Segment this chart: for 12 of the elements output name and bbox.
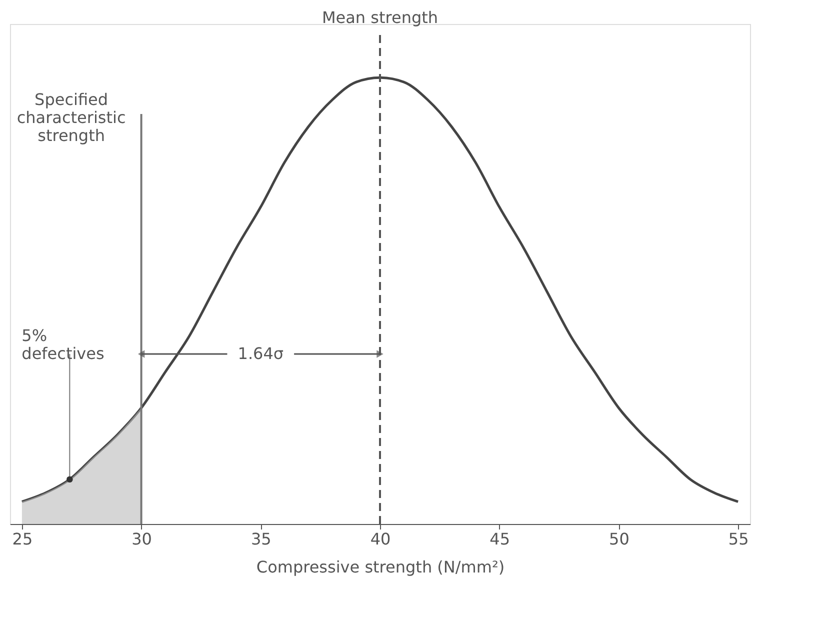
x-tick-label: 40 <box>370 530 391 548</box>
annotation: 5% defectives <box>22 326 104 363</box>
x-tick-label: 25 <box>12 530 33 548</box>
ref-line-label: Specified characteristic strength <box>16 90 126 145</box>
x-tick-label: 35 <box>250 530 272 548</box>
x-tick-label: 55 <box>728 530 749 548</box>
x-tick-label: 50 <box>609 530 630 548</box>
x-axis-title: Compressive strength (N/mm²) <box>256 558 505 576</box>
ref-line-label: Mean strength <box>322 8 438 27</box>
x-tick-label: 30 <box>132 530 152 548</box>
x-tick-label: 45 <box>490 530 510 548</box>
annotation: 1.64σ <box>238 344 284 363</box>
